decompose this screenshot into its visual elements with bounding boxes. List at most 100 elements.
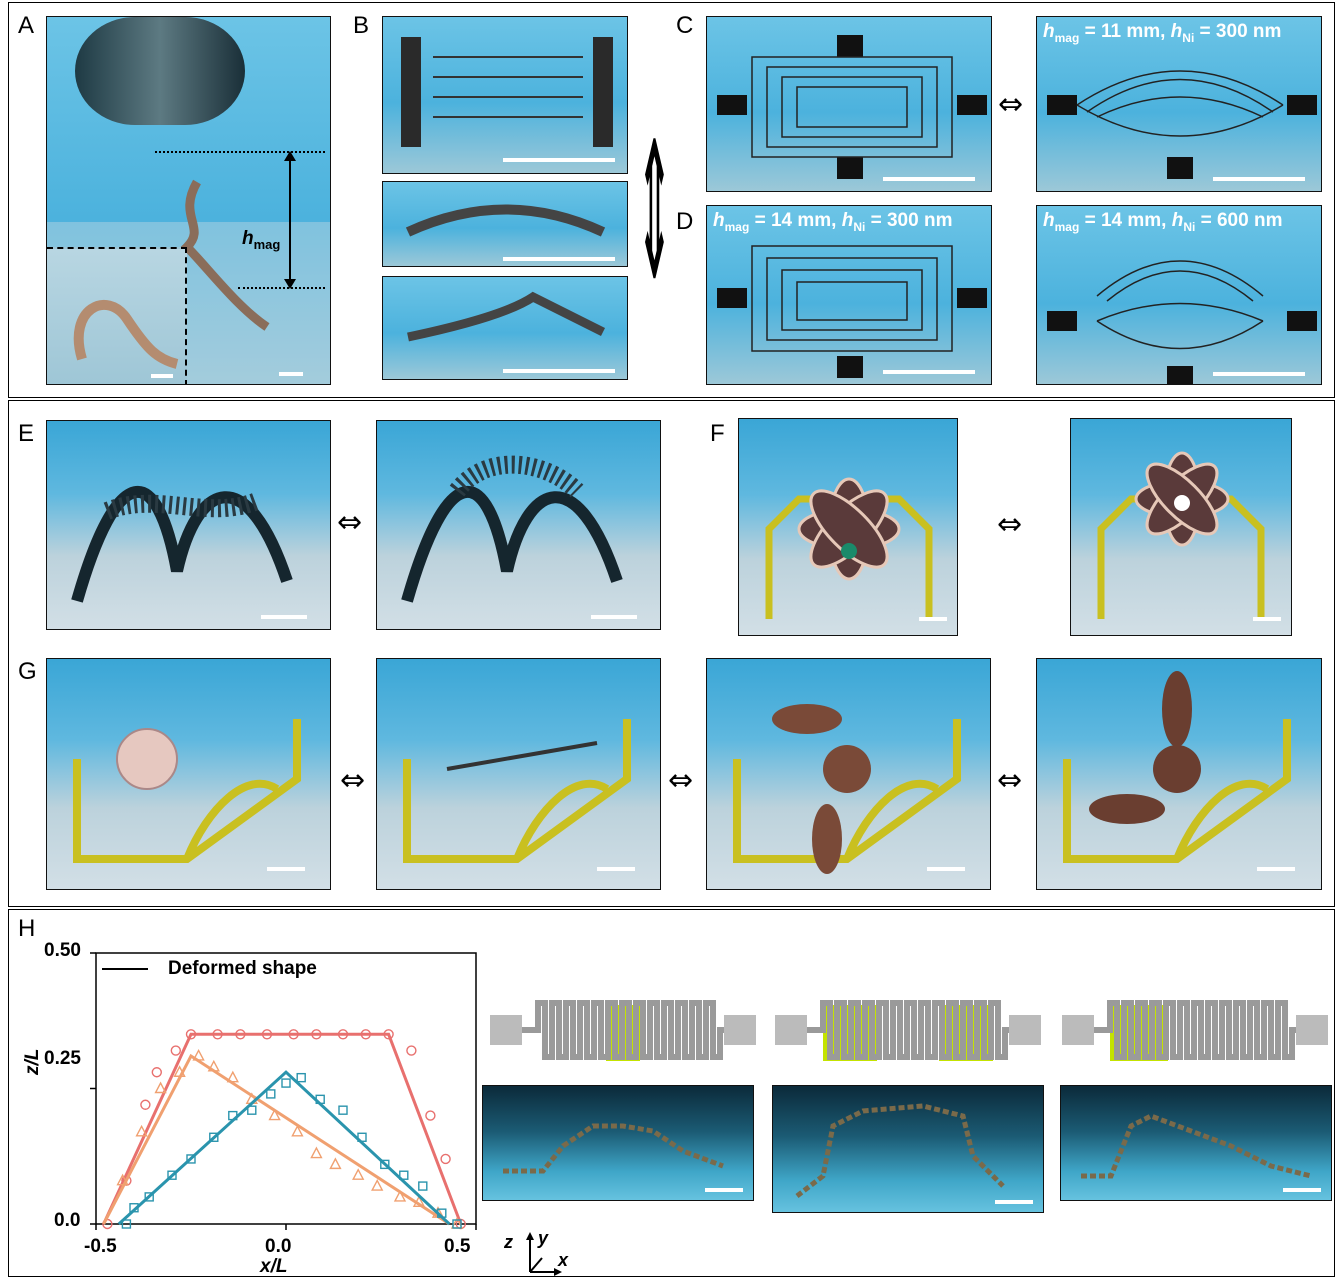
panel-label-a: A — [18, 12, 35, 39]
axis-y-label: y — [538, 1228, 549, 1248]
double-arrow-f: ⇔ — [997, 507, 1023, 542]
data-point-triangle — [310, 1146, 323, 1159]
data-point-triangle — [329, 1157, 342, 1170]
inset-box — [47, 247, 187, 384]
data-point-circle — [235, 1029, 246, 1040]
ribbon-structure-e1 — [71, 486, 293, 603]
hmag-double-arrow — [284, 151, 296, 289]
data-point-triangle — [154, 1081, 167, 1094]
kirigami-asymmetric — [407, 291, 606, 342]
flower-structure-f1 — [765, 477, 933, 619]
scale-bar — [151, 374, 173, 378]
double-arrow-g1: ⇔ — [340, 763, 366, 798]
serpentine-design-3 — [1062, 1000, 1328, 1061]
scale-bar — [279, 372, 303, 376]
kirigami-arched — [405, 204, 606, 237]
data-point-circle — [170, 1045, 182, 1056]
photo-panel-g-4 — [1036, 658, 1322, 890]
scale-bar — [1213, 177, 1305, 181]
data-point-circle — [288, 1029, 299, 1040]
data-point-square — [437, 1208, 447, 1218]
data-point-square — [315, 1094, 325, 1105]
serpentine-path — [807, 1000, 1009, 1060]
serpentine-path — [1094, 1000, 1296, 1060]
photo-panel-a — [46, 16, 331, 385]
scale-bar — [597, 867, 635, 871]
photo-panel-b-2 — [382, 181, 628, 267]
data-point-square — [399, 1170, 409, 1180]
scale-bar — [995, 1200, 1033, 1204]
photo-panel-e-right — [376, 420, 661, 630]
scale-bar — [927, 867, 965, 871]
photo-panel-d-right: hmag = 14 mm, hNi = 600 nm — [1036, 205, 1322, 385]
data-point-square — [228, 1110, 238, 1121]
data-point-triangle — [173, 1065, 186, 1077]
spinner-structure-g4 — [1063, 671, 1291, 863]
photo-panel-e-left — [46, 420, 331, 630]
panel-label-b: B — [353, 12, 370, 39]
data-point-square — [281, 1078, 291, 1088]
data-point-triangle — [352, 1168, 365, 1180]
data-point-triangle — [291, 1124, 304, 1137]
photo-panel-f-right — [1070, 418, 1292, 636]
data-point-circle — [140, 1099, 151, 1110]
data-point-square — [209, 1132, 219, 1142]
photo-panel-c-right: hmag = 11 mm, hNi = 300 nm — [1036, 16, 1322, 192]
y-tick-2: 0.50 — [44, 940, 81, 961]
data-point-circle — [185, 1029, 197, 1040]
data-point-triangle — [268, 1108, 281, 1121]
section-middle — [8, 400, 1335, 907]
serpentine-deformed — [1047, 70, 1317, 179]
data-point-square — [452, 1219, 462, 1229]
buckled-structure-h3 — [1081, 1113, 1312, 1179]
y-tick-0: 0.0 — [54, 1210, 81, 1231]
data-point-square — [418, 1181, 428, 1191]
data-point-circle — [425, 1110, 436, 1121]
panel-label-g: G — [18, 658, 37, 685]
double-arrow-g3: ⇔ — [997, 763, 1023, 798]
legend: Deformed shape — [102, 958, 317, 980]
data-point-square — [129, 1203, 139, 1213]
scale-bar — [503, 257, 615, 261]
data-point-square — [380, 1159, 390, 1170]
vertical-double-arrow: ⇕ — [636, 104, 673, 325]
y-axis-label: z/L — [22, 1048, 43, 1075]
panel-label-e: E — [18, 420, 35, 447]
double-arrow-g2: ⇔ — [668, 763, 694, 798]
hmag-upper-dotted-line — [155, 151, 325, 153]
x-axis-label: x/L — [260, 1256, 288, 1277]
inset-ribbon — [73, 299, 179, 369]
data-point-square — [186, 1154, 196, 1164]
data-point-square — [144, 1192, 154, 1202]
x-tick-0: -0.5 — [84, 1236, 117, 1257]
photo-panel-h-1 — [482, 1085, 754, 1201]
data-point-circle — [406, 1045, 417, 1056]
scale-bar — [883, 370, 975, 374]
overlay-params-c: hmag = 11 mm, hNi = 300 nm — [1043, 21, 1282, 45]
scale-bar — [1213, 372, 1305, 376]
scale-bar — [261, 615, 307, 619]
scale-bar — [1257, 867, 1295, 871]
data-point-square — [296, 1072, 306, 1083]
serpentine-design-1 — [490, 1000, 756, 1061]
photo-panel-g-2 — [376, 658, 661, 890]
deformed-shape-chart — [90, 952, 477, 1230]
spinner-structure-g1 — [73, 719, 301, 863]
buckled-structure-h1 — [503, 1123, 724, 1174]
axis-x-label: x — [558, 1250, 569, 1270]
scale-bar — [1253, 617, 1281, 621]
flower-structure-f2 — [1097, 451, 1265, 619]
data-point-circle — [151, 1067, 163, 1078]
data-point-circle — [261, 1029, 273, 1040]
data-point-triangle — [116, 1173, 129, 1186]
data-point-circle — [212, 1029, 223, 1040]
data-point-square — [357, 1132, 367, 1142]
photo-panel-b-3 — [382, 276, 628, 380]
photo-panel-c-left — [706, 16, 992, 192]
scale-bar — [1283, 1188, 1321, 1192]
section-bottom — [8, 909, 1335, 1277]
x-tick-2: 0.5 — [444, 1236, 471, 1257]
photo-panel-h-3 — [1060, 1085, 1332, 1201]
data-point-triangle — [226, 1070, 239, 1083]
panel-label-h: H — [18, 915, 36, 942]
